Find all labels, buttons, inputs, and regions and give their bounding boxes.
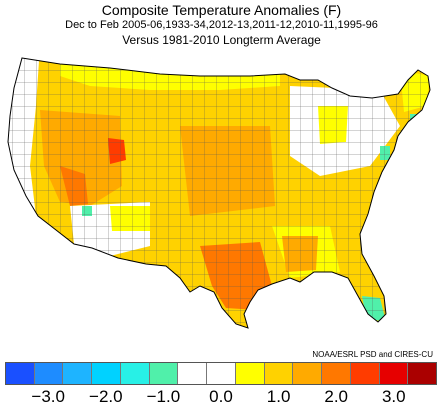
legend-tick-label: −2.0: [89, 387, 123, 406]
map-title: Composite Temperature Anomalies (F): [101, 2, 342, 18]
legend-swatch: [264, 363, 294, 384]
legend-swatch: [6, 363, 35, 384]
legend-tick-label: 0.0: [209, 387, 233, 406]
legend-swatch: [322, 363, 351, 384]
map-subtitle-years: Dec to Feb 2005-06,1933-34,2012-13,2011-…: [65, 19, 378, 31]
legend-swatch: [120, 363, 150, 384]
legend-swatch: [178, 363, 208, 384]
data-credit: NOAA/ESRL PSD and CIRES-CU: [312, 350, 433, 359]
legend-swatch: [149, 363, 179, 384]
climate-division-grid: [8, 58, 430, 328]
legend-swatch: [408, 363, 437, 384]
legend-swatch: [350, 363, 380, 384]
us-outline: [7, 57, 431, 329]
legend-tick-label: −1.0: [146, 387, 181, 406]
legend-tick-label: 2.0: [324, 387, 349, 406]
legend-swatch: [293, 363, 323, 384]
legend-swatch: [379, 363, 409, 384]
legend-swatch: [63, 363, 93, 384]
legend-swatch: [235, 363, 265, 384]
map-subtitle-baseline: Versus 1981-2010 Longterm Average: [122, 33, 321, 47]
us-anomaly-map: [7, 57, 431, 329]
color-legend-bar: [5, 362, 437, 385]
legend-tick-label: 1.0: [266, 387, 291, 406]
legend-swatch: [34, 363, 64, 384]
legend-tick-label: 3.0: [381, 387, 406, 406]
legend-swatch: [207, 363, 236, 384]
legend-tick-label: −3.0: [31, 387, 65, 406]
legend-swatch: [92, 363, 121, 384]
